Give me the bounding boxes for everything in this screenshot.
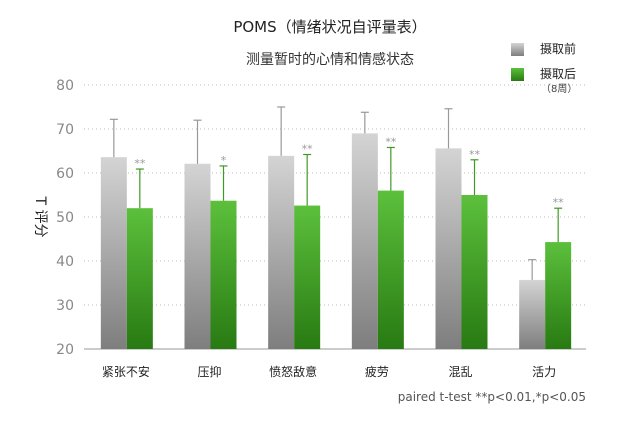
bar-before-3 [351, 133, 378, 349]
bar-after-2 [294, 205, 321, 349]
y-tick-label-40: 40 [56, 254, 74, 270]
y-axis-label: T 评分 [32, 195, 48, 237]
x-axis-categories: 紧张不安 压抑 愤怒敌意 疲劳 混乱 活力 [102, 364, 556, 379]
gridlines [84, 84, 586, 350]
significance-marker-4: ** [469, 148, 481, 161]
legend-label-after: 摄取后 [540, 66, 576, 81]
y-axis-label-text: T 评分 [32, 195, 48, 237]
y-tick-label-50: 50 [56, 210, 74, 226]
bar-before-4 [435, 148, 462, 349]
y-tick-label-30: 30 [56, 298, 74, 314]
category-label-0: 紧张不安 [102, 364, 150, 379]
bar-before-2 [268, 155, 295, 349]
bar-after-3 [377, 190, 404, 349]
significance-marker-5: ** [553, 196, 565, 209]
bar-after-0 [126, 208, 153, 349]
bars: ** ********* [100, 106, 572, 349]
legend-label-after-note: （8周） [541, 83, 577, 95]
significance-marker-3: ** [385, 135, 397, 148]
legend-swatch-before [511, 43, 524, 56]
category-label-1: 压抑 [197, 364, 221, 379]
chart-title: POMS（情绪状况自评量表） [233, 18, 426, 36]
significance-marker-0: ** [134, 157, 146, 170]
category-label-2: 愤怒敌意 [269, 364, 317, 379]
significance-marker-1: * [221, 154, 227, 167]
bar-before-5 [519, 279, 546, 349]
legend-label-before: 摄取前 [540, 41, 576, 56]
bar-after-1 [210, 200, 237, 349]
bar-after-4 [461, 195, 488, 349]
y-tick-label-60: 60 [56, 166, 74, 182]
bar-before-1 [184, 163, 211, 349]
y-axis-ticks: 20 30 40 50 60 70 80 [56, 78, 74, 358]
statistics-note: paired t-test **p<0.01,*p<0.05 [398, 390, 586, 404]
category-label-3: 疲劳 [365, 364, 389, 379]
y-tick-label-80: 80 [56, 78, 74, 94]
legend-swatch-after [511, 68, 524, 81]
y-tick-label-20: 20 [56, 342, 74, 358]
legend: 摄取前 摄取后 （8周） [511, 41, 577, 95]
category-label-4: 混乱 [448, 365, 472, 379]
chart-subtitle: 测量暂时的心情和情感状态 [246, 51, 414, 68]
bar-before-0 [100, 157, 127, 349]
significance-marker-2: ** [302, 143, 314, 156]
y-tick-label-70: 70 [56, 122, 74, 138]
bar-after-5 [545, 242, 572, 349]
category-label-5: 活力 [532, 365, 556, 379]
